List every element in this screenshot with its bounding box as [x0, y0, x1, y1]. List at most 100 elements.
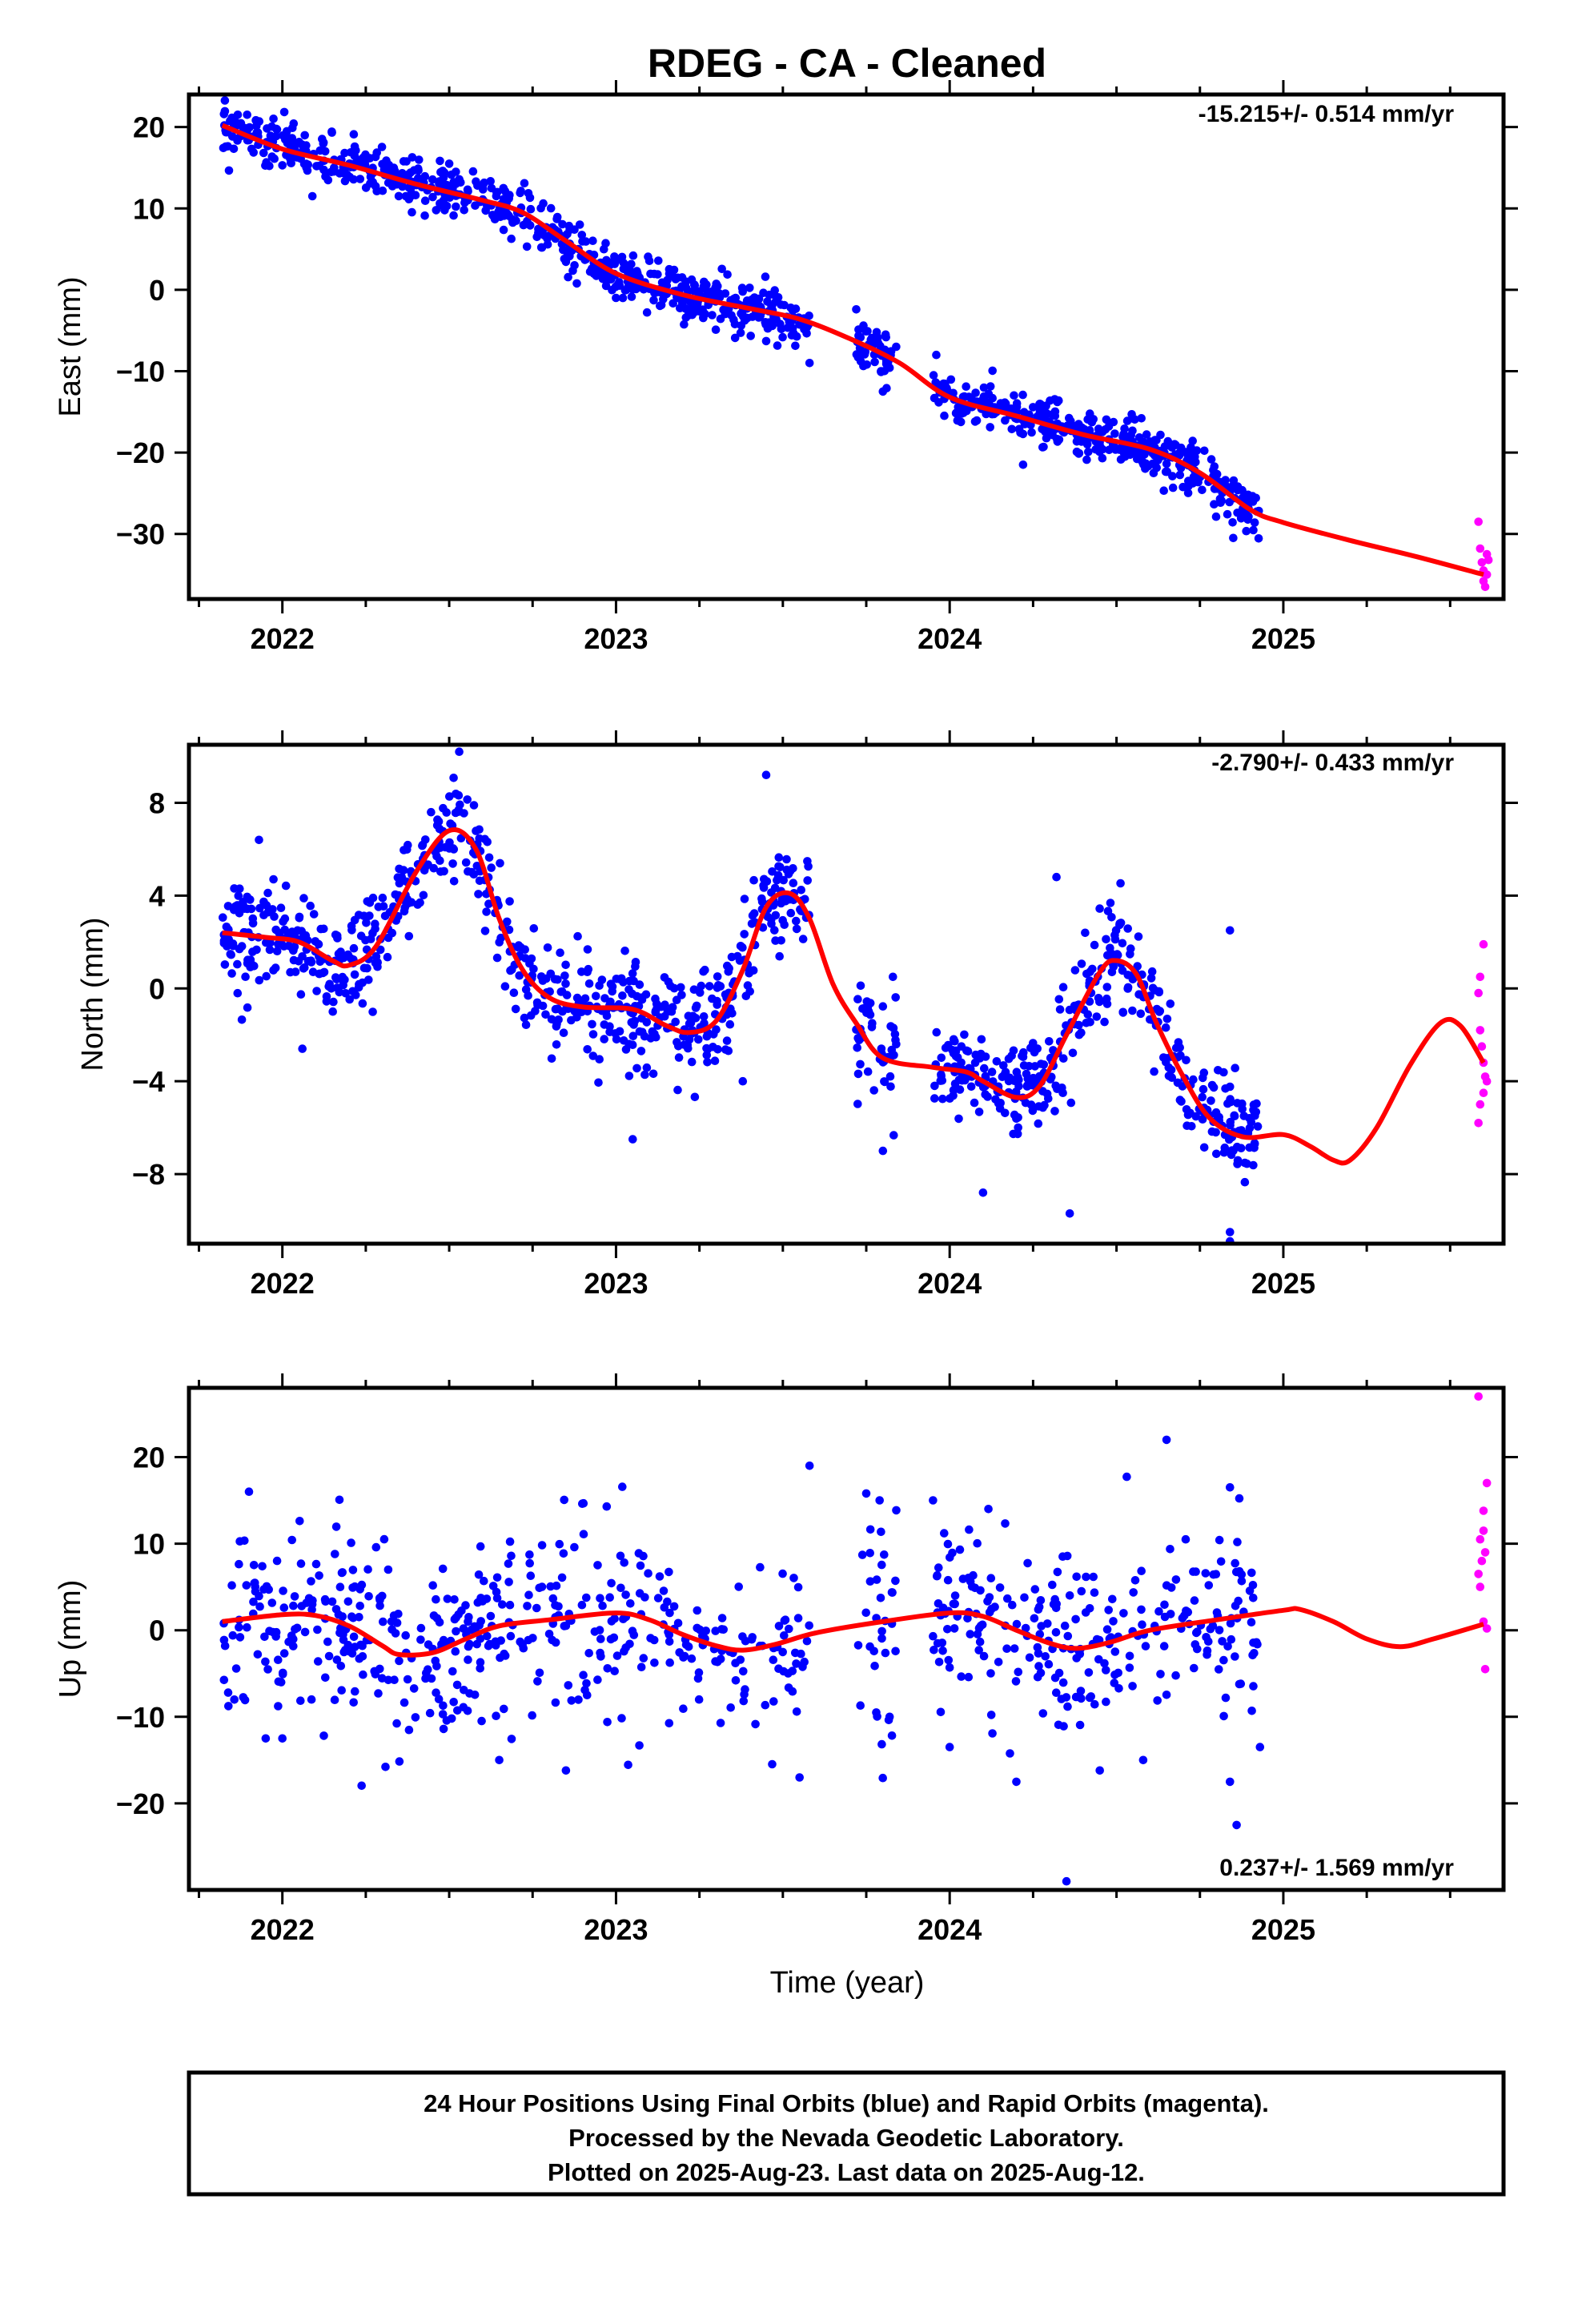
final-point: [1094, 1655, 1103, 1664]
final-point: [1020, 1593, 1029, 1602]
final-point: [547, 1054, 556, 1063]
final-point: [988, 366, 997, 376]
final-point: [222, 923, 231, 931]
final-point: [1003, 1594, 1012, 1603]
final-point: [427, 1674, 436, 1683]
final-point: [452, 202, 460, 211]
final-point: [540, 231, 549, 240]
final-point: [748, 312, 757, 321]
final-point: [1030, 1075, 1039, 1084]
final-point: [528, 1711, 536, 1720]
final-point: [1136, 1009, 1146, 1019]
final-point: [723, 270, 732, 279]
final-point: [453, 1706, 462, 1715]
y-tick-label: 4: [149, 879, 165, 912]
final-point: [500, 1704, 508, 1714]
final-point: [1216, 1557, 1226, 1566]
final-point: [341, 989, 351, 998]
final-point: [877, 1527, 885, 1537]
final-point: [487, 863, 496, 872]
final-point: [881, 1648, 890, 1658]
final-point: [511, 1004, 520, 1014]
final-point: [507, 1551, 516, 1561]
final-point: [1030, 1585, 1040, 1594]
y-tick-label: −4: [132, 1065, 165, 1098]
final-point: [959, 408, 968, 417]
final-point: [492, 1711, 500, 1720]
rapid-point: [1480, 582, 1490, 592]
final-point: [1245, 1143, 1254, 1152]
final-point: [589, 269, 599, 279]
final-point: [624, 1760, 632, 1770]
final-point: [952, 408, 961, 417]
final-point: [1125, 1663, 1134, 1672]
final-point: [639, 1654, 648, 1663]
final-point: [263, 907, 273, 917]
final-point: [669, 983, 679, 993]
final-point: [1053, 437, 1062, 446]
final-point: [1052, 1688, 1061, 1697]
final-point: [601, 281, 611, 291]
final-point: [573, 931, 582, 941]
final-point: [449, 877, 459, 886]
final-point: [1253, 1122, 1263, 1131]
final-point: [383, 178, 393, 187]
final-point: [420, 171, 430, 181]
final-point: [1182, 1121, 1191, 1130]
final-point: [1030, 1614, 1039, 1623]
final-point: [739, 1696, 749, 1706]
final-point: [349, 175, 358, 184]
rapid-point: [1479, 1526, 1488, 1535]
final-point: [681, 283, 691, 293]
final-point: [228, 1630, 238, 1640]
final-point: [404, 183, 414, 192]
final-point: [461, 858, 471, 867]
final-point: [532, 1603, 541, 1613]
final-point: [243, 111, 252, 119]
rapid-point: [1476, 1100, 1485, 1109]
final-point: [607, 1578, 616, 1588]
final-point: [339, 953, 348, 963]
final-point: [1147, 967, 1157, 976]
final-point: [677, 983, 685, 992]
final-point: [650, 1659, 659, 1667]
final-point: [1146, 437, 1154, 446]
final-point: [313, 1625, 322, 1634]
final-point: [297, 1602, 307, 1610]
final-point: [420, 196, 430, 205]
final-point: [505, 1537, 515, 1546]
final-point: [377, 143, 387, 151]
final-point: [298, 1044, 307, 1053]
final-point: [1123, 924, 1132, 933]
final-point: [938, 1647, 947, 1655]
final-point: [395, 864, 404, 874]
final-point: [408, 153, 417, 162]
final-point: [374, 1689, 383, 1698]
final-point: [327, 1597, 337, 1606]
final-point: [771, 911, 781, 920]
final-point: [640, 1593, 649, 1602]
final-point: [240, 1695, 250, 1705]
final-point: [346, 954, 355, 963]
final-point: [853, 1100, 862, 1108]
final-point: [598, 1601, 607, 1610]
y-tick-label: −20: [116, 436, 165, 469]
final-point: [1154, 987, 1163, 996]
final-point: [500, 211, 508, 220]
final-point: [1036, 1596, 1046, 1605]
final-point: [1043, 1619, 1052, 1628]
final-point: [299, 894, 308, 903]
final-point: [358, 999, 367, 1008]
final-point: [279, 1649, 289, 1658]
final-point: [624, 264, 634, 273]
final-point: [679, 1704, 688, 1713]
final-point: [425, 1708, 435, 1718]
final-point: [525, 1558, 534, 1568]
final-point: [427, 807, 436, 817]
final-point: [535, 1583, 544, 1593]
final-point: [593, 1675, 602, 1684]
final-point: [525, 193, 535, 203]
final-point: [583, 1691, 592, 1699]
rapid-point: [1474, 1392, 1483, 1401]
final-point: [476, 1542, 485, 1551]
